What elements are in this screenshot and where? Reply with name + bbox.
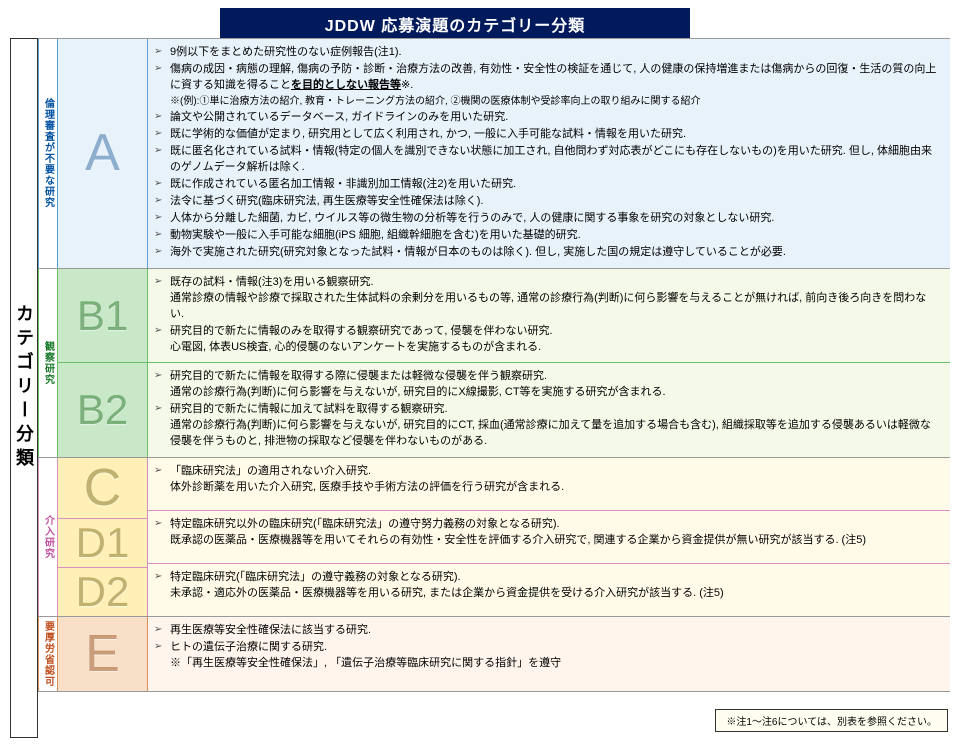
letter-a: A xyxy=(58,39,148,268)
section-c-content: 「臨床研究法」の適用されない介入研究.体外診断薬を用いた介入研究, 医療手技や手… xyxy=(148,458,950,510)
section-a-vlabel: 倫理審査が不要な研究 xyxy=(38,39,58,268)
section-e-vlabel: 要厚労省認可 xyxy=(38,617,58,691)
section-c-vlabel: 介入研究 xyxy=(38,458,58,616)
section-e: 要厚労省認可 E 再生医療等安全性確保法に該当する研究.ヒトの遺伝子治療に関する… xyxy=(38,617,950,692)
list-item: 9例以下をまとめた研究性のない症例報告(注1). xyxy=(154,45,940,61)
list-item: 既存の試料・情報(注3)を用いる観察研究.通常診療の情報や診療で採取された生体試… xyxy=(154,275,940,323)
section-b1-content: 既存の試料・情報(注3)を用いる観察研究.通常診療の情報や診療で採取された生体試… xyxy=(148,269,950,363)
section-d2-content: 特定臨床研究(「臨床研究法」の遵守義務の対象となる研究).未承認・適応外の医薬品… xyxy=(148,563,950,616)
list-item: 既に匿名化されている試料・情報(特定の個人を識別できない状態に加工され, 自他問… xyxy=(154,144,940,176)
list-item: 再生医療等安全性確保法に該当する研究. xyxy=(154,623,940,639)
section-a-content: 9例以下をまとめた研究性のない症例報告(注1).傷病の成因・病態の理解, 傷病の… xyxy=(148,39,950,268)
section-cd: 介入研究 C D1 D2 「臨床研究法」の適用されない介入研究.体外診断薬を用い… xyxy=(38,458,950,617)
list-item: 動物実験や一般に入手可能な細胞(iPS 細胞, 組織幹細胞を含む)を用いた基礎的… xyxy=(154,228,940,244)
letter-b2: B2 xyxy=(58,362,148,457)
letter-d1: D1 xyxy=(58,518,148,567)
footnote-box: ※注1～注6については、別表を参照ください。 xyxy=(715,709,948,732)
list-item: 研究目的で新たに情報のみを取得する観察研究であって, 侵襲を伴わない研究.心電図… xyxy=(154,324,940,356)
list-item: 傷病の成因・病態の理解, 傷病の予防・診断・治療方法の改善, 有効性・安全性の検… xyxy=(154,62,940,94)
section-a: 倫理審査が不要な研究 A 9例以下をまとめた研究性のない症例報告(注1).傷病の… xyxy=(38,38,950,269)
letter-d2: D2 xyxy=(58,567,148,616)
list-item: ヒトの遺伝子治療に関する研究.※「再生医療等安全性確保法」, 「遺伝子治療等臨床… xyxy=(154,640,940,672)
left-axis-title: カテゴリー分類 xyxy=(10,38,38,738)
list-item: 海外で実施された研究(研究対象となった試料・情報が日本のものは除く). 但し, … xyxy=(154,245,940,261)
list-item: 研究目的で新たに情報に加えて試料を取得する観察研究.通常の診療行為(判断)に何ら… xyxy=(154,402,940,450)
letter-b1: B1 xyxy=(58,269,148,363)
section-b2-content: 研究目的で新たに情報を取得する際に侵襲または軽微な侵襲を伴う観察研究.通常の診療… xyxy=(148,362,950,457)
section-e-content: 再生医療等安全性確保法に該当する研究.ヒトの遺伝子治療に関する研究.※「再生医療… xyxy=(148,617,950,691)
list-item: 人体から分離した細菌, カビ, ウイルス等の微生物の分析等を行うのみで, 人の健… xyxy=(154,211,940,227)
main-table: カテゴリー分類 倫理審査が不要な研究 A 9例以下をまとめた研究性のない症例報告… xyxy=(10,38,950,738)
list-item: 既に作成されている匿名加工情報・非識別加工情報(注2)を用いた研究. xyxy=(154,177,940,193)
list-item: 既に学術的な価値が定まり, 研究用として広く利用され, かつ, 一般に入手可能な… xyxy=(154,127,940,143)
list-item: 法令に基づく研究(臨床研究法, 再生医療等安全性確保法は除く). xyxy=(154,194,940,210)
letter-c: C xyxy=(58,458,148,518)
list-note: ※(例):①単に治療方法の紹介, 教育・トレーニング方法の紹介, ②機関の医療体… xyxy=(154,95,940,110)
list-item: 研究目的で新たに情報を取得する際に侵襲または軽微な侵襲を伴う観察研究.通常の診療… xyxy=(154,369,940,401)
section-d1-content: 特定臨床研究以外の臨床研究(「臨床研究法」の遵守努力義務の対象となる研究).既承… xyxy=(148,510,950,563)
section-b-vlabel: 観察研究 xyxy=(38,269,58,457)
page-title: JDDW 応募演題のカテゴリー分類 xyxy=(220,8,690,40)
list-item: 論文や公開されているデータベース, ガイドラインのみを用いた研究. xyxy=(154,110,940,126)
list-item: 「臨床研究法」の適用されない介入研究.体外診断薬を用いた介入研究, 医療手技や手… xyxy=(154,464,940,496)
section-b: 観察研究 B1 B2 既存の試料・情報(注3)を用いる観察研究.通常診療の情報や… xyxy=(38,269,950,458)
letter-e: E xyxy=(58,617,148,691)
list-item: 特定臨床研究(「臨床研究法」の遵守義務の対象となる研究).未承認・適応外の医薬品… xyxy=(154,570,940,602)
list-item: 特定臨床研究以外の臨床研究(「臨床研究法」の遵守努力義務の対象となる研究).既承… xyxy=(154,517,940,549)
